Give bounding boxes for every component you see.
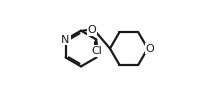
Text: O: O xyxy=(145,44,154,54)
Text: N: N xyxy=(61,35,70,45)
Text: Cl: Cl xyxy=(92,46,103,56)
Text: O: O xyxy=(88,25,97,35)
